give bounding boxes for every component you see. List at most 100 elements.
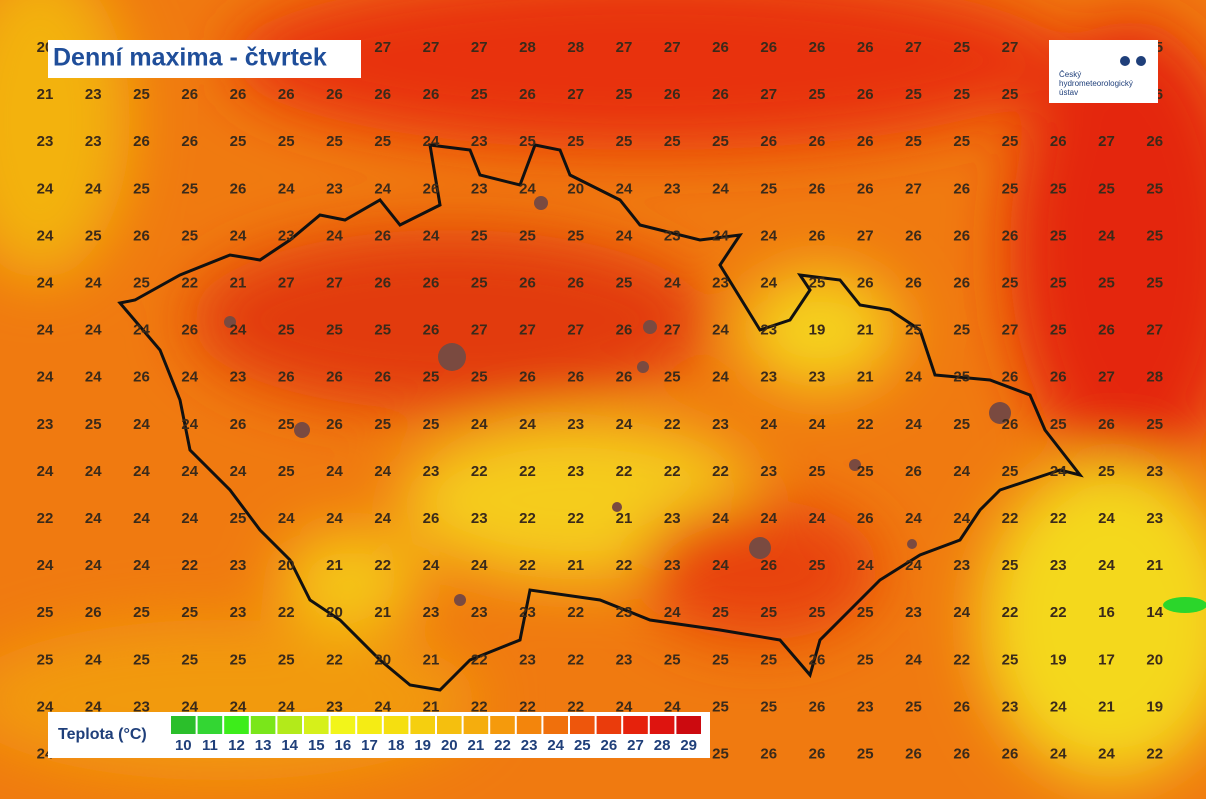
grid-value: 25 [712, 698, 729, 715]
grid-value: 22 [37, 510, 54, 527]
grid-value: 25 [712, 651, 729, 668]
grid-value: 25 [133, 274, 150, 291]
grid-value: 25 [1002, 651, 1019, 668]
grid-value: 26 [374, 369, 391, 386]
grid-value: 24 [760, 227, 777, 244]
grid-value: 27 [278, 274, 295, 291]
grid-value: 25 [374, 416, 391, 433]
grid-value: 24 [230, 698, 247, 715]
grid-value: 25 [616, 86, 633, 103]
grid-value: 25 [471, 369, 488, 386]
grid-value: 25 [230, 510, 247, 527]
grid-value: 24 [181, 698, 198, 715]
grid-value: 22 [326, 651, 343, 668]
grid-value: 23 [664, 510, 681, 527]
grid-value: 26 [857, 274, 874, 291]
grid-value: 25 [567, 227, 584, 244]
grid-value: 23 [664, 557, 681, 574]
grid-value: 25 [809, 86, 826, 103]
grid-value: 24 [712, 322, 729, 339]
grid-value: 21 [616, 510, 633, 527]
grid-value: 21 [857, 322, 874, 339]
grid-value: 25 [1050, 227, 1067, 244]
grid-value: 23 [616, 604, 633, 621]
grid-value: 24 [85, 698, 102, 715]
grid-value: 26 [953, 180, 970, 197]
grid-value: 23 [567, 463, 584, 480]
grid-value: 24 [374, 180, 391, 197]
grid-value: 28 [567, 39, 584, 56]
legend-tick-label: 28 [654, 737, 671, 754]
grid-value: 25 [1050, 416, 1067, 433]
grid-value: 27 [567, 322, 584, 339]
grid-value: 24 [423, 557, 440, 574]
grid-value: 26 [905, 274, 922, 291]
grid-value: 27 [857, 227, 874, 244]
grid-value: 24 [471, 416, 488, 433]
grid-value: 25 [278, 322, 295, 339]
legend-tick-label: 21 [468, 737, 485, 754]
grid-value: 21 [37, 86, 54, 103]
grid-value: 27 [519, 322, 536, 339]
cities [224, 196, 1011, 606]
grid-value: 25 [712, 604, 729, 621]
grid-value: 25 [953, 133, 970, 150]
grid-value: 26 [857, 180, 874, 197]
grid-value: 26 [857, 86, 874, 103]
legend-tick-label: 24 [547, 737, 564, 754]
grid-value: 23 [230, 369, 247, 386]
grid-value: 25 [1146, 180, 1163, 197]
grid-value: 26 [1050, 369, 1067, 386]
grid-value: 24 [664, 604, 681, 621]
grid-value: 24 [85, 463, 102, 480]
grid-value: 25 [905, 322, 922, 339]
grid-value: 23 [760, 463, 777, 480]
legend-swatch [383, 716, 409, 734]
legend-swatch [437, 716, 462, 734]
grid-value: 25 [760, 180, 777, 197]
grid-value: 27 [1098, 369, 1115, 386]
grid-value: 23 [471, 604, 488, 621]
grid-value: 24 [616, 416, 633, 433]
grid-value: 24 [423, 227, 440, 244]
grid-value: 23 [760, 369, 777, 386]
grid-value: 23 [423, 463, 440, 480]
grid-value: 26 [905, 227, 922, 244]
legend-swatch [676, 716, 701, 734]
grid-value: 24 [85, 180, 102, 197]
grid-value: 26 [374, 86, 391, 103]
grid-value: 26 [181, 86, 198, 103]
grid-value: 24 [905, 510, 922, 527]
grid-value: 24 [712, 180, 729, 197]
grid-value: 22 [567, 698, 584, 715]
grid-value: 23 [37, 416, 54, 433]
grid-value: 22 [616, 463, 633, 480]
grid-value: 24 [616, 698, 633, 715]
grid-value: 23 [230, 604, 247, 621]
grid-value: 23 [85, 86, 102, 103]
legend-tick-label: 29 [680, 737, 697, 754]
grid-value: 24 [712, 557, 729, 574]
grid-value: 24 [181, 463, 198, 480]
grid-value: 22 [519, 510, 536, 527]
grid-value: 23 [37, 133, 54, 150]
grid-value: 27 [905, 180, 922, 197]
grid-value: 22 [616, 557, 633, 574]
grid-value: 25 [953, 39, 970, 56]
grid-value: 26 [760, 745, 777, 762]
grid-value: 22 [181, 557, 198, 574]
grid-value: 25 [760, 604, 777, 621]
grid-value: 22 [1002, 604, 1019, 621]
grid-value: 24 [664, 698, 681, 715]
grid-value: 24 [85, 557, 102, 574]
legend-swatch [171, 716, 196, 734]
grid-value: 25 [712, 133, 729, 150]
grid-value: 21 [423, 698, 440, 715]
grid-value: 26 [1050, 133, 1067, 150]
legend-tick-label: 10 [175, 737, 192, 754]
grid-value: 25 [953, 416, 970, 433]
grid-value: 24 [278, 180, 295, 197]
grid-value: 26 [1002, 416, 1019, 433]
grid-value: 27 [760, 86, 777, 103]
grid-value: 22 [519, 698, 536, 715]
